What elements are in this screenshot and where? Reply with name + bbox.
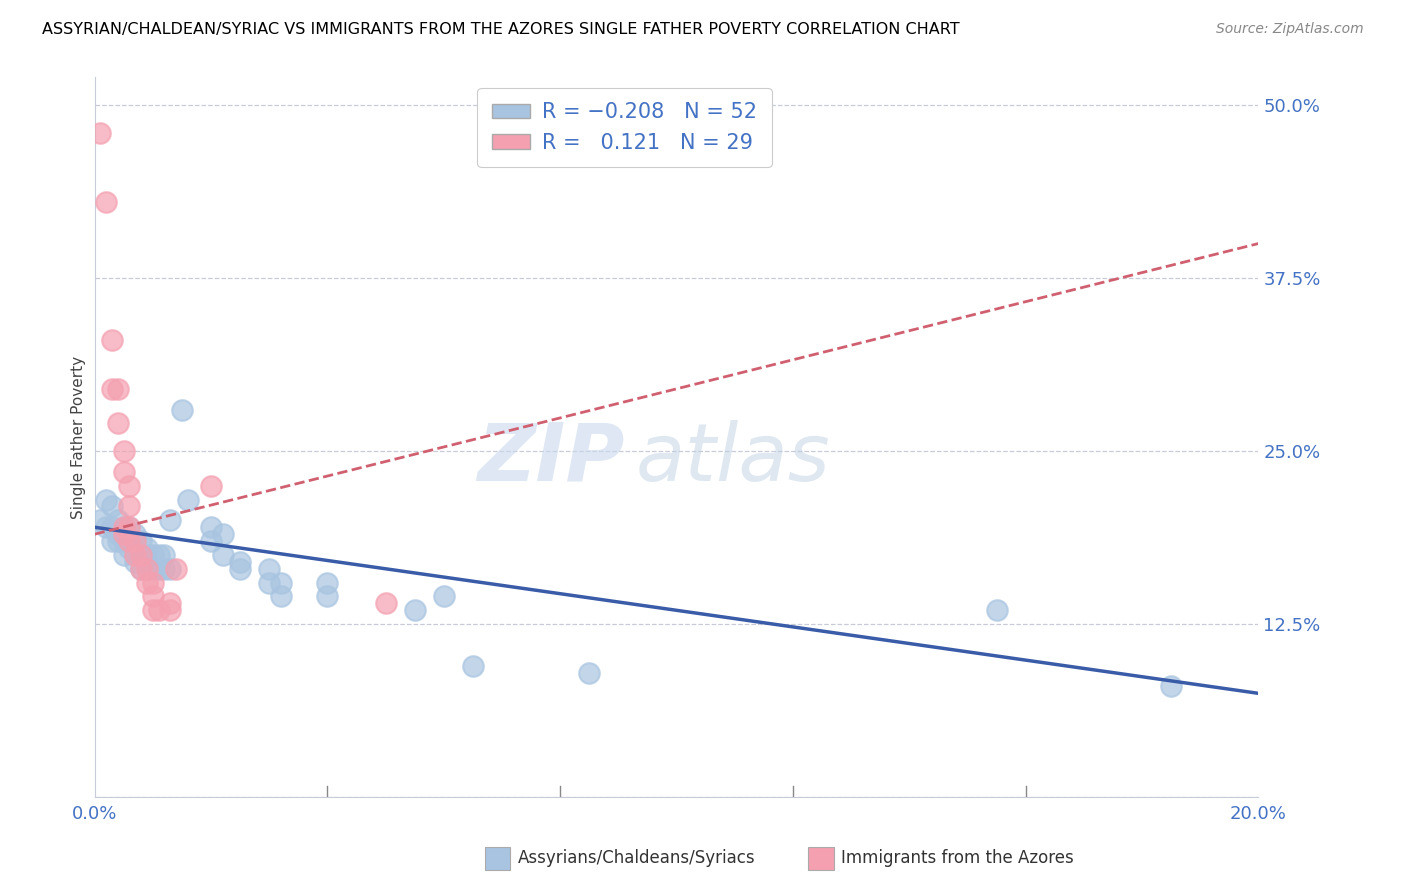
- Point: [1160, 680, 1182, 694]
- Point: [124, 527, 146, 541]
- Point: [136, 562, 159, 576]
- Point: [112, 465, 135, 479]
- Point: [316, 590, 339, 604]
- Point: [404, 603, 426, 617]
- Point: [101, 382, 124, 396]
- Text: ASSYRIAN/CHALDEAN/SYRIAC VS IMMIGRANTS FROM THE AZORES SINGLE FATHER POVERTY COR: ASSYRIAN/CHALDEAN/SYRIAC VS IMMIGRANTS F…: [42, 22, 960, 37]
- Point: [433, 590, 456, 604]
- Point: [107, 417, 129, 431]
- Point: [578, 665, 600, 680]
- Point: [112, 534, 135, 549]
- Point: [257, 575, 280, 590]
- Point: [118, 520, 141, 534]
- Point: [101, 520, 124, 534]
- Point: [107, 534, 129, 549]
- Point: [101, 500, 124, 514]
- Point: [129, 548, 152, 562]
- Point: [229, 555, 252, 569]
- Point: [112, 527, 135, 541]
- Text: Assyrians/Chaldeans/Syriacs: Assyrians/Chaldeans/Syriacs: [517, 849, 755, 867]
- Point: [112, 444, 135, 458]
- Point: [107, 382, 129, 396]
- Point: [118, 479, 141, 493]
- Point: [148, 603, 170, 617]
- Point: [129, 562, 152, 576]
- Text: atlas: atlas: [636, 420, 831, 498]
- Point: [136, 548, 159, 562]
- Point: [89, 126, 111, 140]
- Point: [107, 513, 129, 527]
- Point: [96, 492, 118, 507]
- Point: [374, 596, 396, 610]
- Point: [124, 548, 146, 562]
- Point: [257, 562, 280, 576]
- Point: [986, 603, 1008, 617]
- Legend: R = −0.208   N = 52, R =   0.121   N = 29: R = −0.208 N = 52, R = 0.121 N = 29: [478, 87, 772, 168]
- Point: [148, 562, 170, 576]
- Point: [200, 534, 222, 549]
- Y-axis label: Single Father Poverty: Single Father Poverty: [72, 356, 86, 519]
- Point: [96, 520, 118, 534]
- Point: [142, 603, 165, 617]
- Point: [107, 527, 129, 541]
- Point: [118, 500, 141, 514]
- Point: [129, 548, 152, 562]
- Point: [159, 596, 181, 610]
- Point: [165, 562, 187, 576]
- Point: [118, 541, 141, 555]
- Point: [101, 534, 124, 549]
- Point: [211, 527, 233, 541]
- Point: [159, 562, 181, 576]
- Point: [118, 520, 141, 534]
- Text: Source: ZipAtlas.com: Source: ZipAtlas.com: [1216, 22, 1364, 37]
- Point: [159, 513, 181, 527]
- Point: [124, 548, 146, 562]
- Point: [124, 534, 146, 549]
- Point: [101, 334, 124, 348]
- Point: [89, 513, 111, 527]
- Point: [170, 402, 193, 417]
- Point: [229, 562, 252, 576]
- Point: [118, 534, 141, 549]
- Point: [96, 194, 118, 209]
- Point: [148, 548, 170, 562]
- Text: ZIP: ZIP: [477, 420, 624, 498]
- Point: [142, 590, 165, 604]
- Point: [136, 541, 159, 555]
- Point: [112, 520, 135, 534]
- Point: [316, 575, 339, 590]
- Point: [200, 520, 222, 534]
- Point: [200, 479, 222, 493]
- Point: [142, 548, 165, 562]
- Text: Immigrants from the Azores: Immigrants from the Azores: [841, 849, 1074, 867]
- Point: [136, 575, 159, 590]
- Point: [270, 590, 292, 604]
- Point: [461, 658, 484, 673]
- Point: [124, 555, 146, 569]
- Point: [136, 562, 159, 576]
- Point: [142, 575, 165, 590]
- Point: [153, 548, 176, 562]
- Point: [112, 548, 135, 562]
- Point: [176, 492, 198, 507]
- Point: [142, 562, 165, 576]
- Point: [211, 548, 233, 562]
- Point: [118, 534, 141, 549]
- Point: [159, 603, 181, 617]
- Point: [112, 520, 135, 534]
- Point: [129, 562, 152, 576]
- Point: [129, 534, 152, 549]
- Point: [270, 575, 292, 590]
- Point: [153, 562, 176, 576]
